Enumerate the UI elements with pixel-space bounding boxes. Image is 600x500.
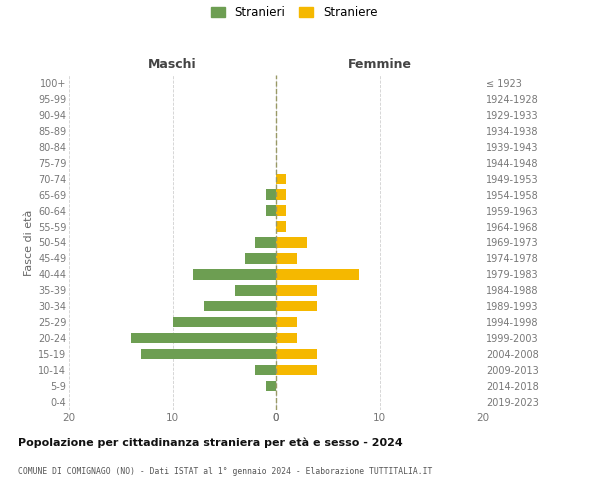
Bar [276, 317, 296, 328]
Bar [276, 222, 286, 232]
Bar [256, 238, 276, 248]
Text: COMUNE DI COMIGNAGO (NO) - Dati ISTAT al 1° gennaio 2024 - Elaborazione TUTTITAL: COMUNE DI COMIGNAGO (NO) - Dati ISTAT al… [18, 468, 433, 476]
Bar [276, 285, 317, 296]
Bar [276, 333, 296, 344]
Bar [276, 365, 317, 376]
Bar [256, 365, 276, 376]
Bar [245, 254, 276, 264]
Bar [276, 254, 296, 264]
Legend: Stranieri, Straniere: Stranieri, Straniere [211, 6, 377, 19]
Bar [203, 301, 276, 312]
Title: Femmine: Femmine [347, 58, 412, 71]
Bar [276, 190, 286, 200]
Bar [235, 285, 276, 296]
Bar [276, 349, 317, 360]
Bar [266, 381, 276, 392]
Bar [276, 206, 286, 216]
Bar [131, 333, 276, 344]
Text: Popolazione per cittadinanza straniera per età e sesso - 2024: Popolazione per cittadinanza straniera p… [18, 438, 403, 448]
Bar [276, 301, 317, 312]
Bar [142, 349, 276, 360]
Bar [193, 269, 276, 280]
Title: Maschi: Maschi [148, 58, 197, 71]
Bar [276, 238, 307, 248]
Bar [266, 206, 276, 216]
Y-axis label: Fasce di età: Fasce di età [23, 210, 34, 276]
Bar [266, 190, 276, 200]
Bar [276, 269, 359, 280]
Bar [173, 317, 276, 328]
Bar [276, 174, 286, 184]
